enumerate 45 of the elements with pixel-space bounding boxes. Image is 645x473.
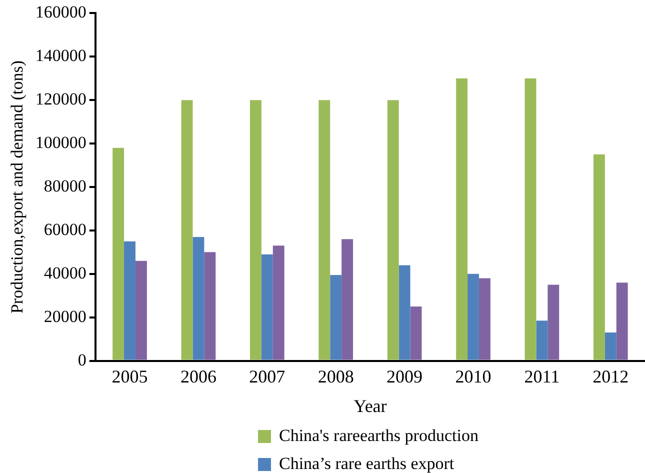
bar — [272, 246, 284, 360]
y-tick-label: 20000 — [44, 306, 86, 326]
bar — [330, 274, 342, 360]
y-tick-label: 100000 — [35, 133, 86, 152]
x-tick-label: 2005 — [112, 366, 148, 386]
bar — [135, 260, 147, 360]
y-tick-label: 80000 — [44, 176, 86, 196]
bar — [124, 241, 136, 360]
x-tick-label: 2012 — [592, 366, 629, 386]
bar — [410, 306, 422, 360]
x-axis-title: Year — [354, 396, 387, 416]
bar — [593, 154, 605, 360]
x-tick-label: 2006 — [180, 366, 216, 386]
bar — [342, 239, 354, 360]
y-axis-title: Production,export and demand (tons) — [8, 60, 27, 314]
bar — [250, 100, 262, 360]
y-tick-label: 0 — [78, 350, 86, 370]
bar — [261, 254, 273, 360]
x-tick-label: 2008 — [318, 366, 354, 386]
bar — [616, 282, 628, 360]
y-tick-label: 40000 — [44, 263, 86, 282]
bar — [604, 332, 616, 360]
bar — [318, 100, 330, 360]
legend-label: China's rareearths production — [279, 426, 478, 446]
bar — [398, 265, 410, 360]
x-tick-label: 2009 — [386, 366, 423, 386]
x-tick-label: 2011 — [524, 366, 560, 386]
y-tick-label: 140000 — [35, 46, 86, 66]
bar — [548, 284, 560, 360]
x-tick-label: 2010 — [455, 366, 492, 386]
bar — [192, 236, 204, 360]
bar — [456, 78, 468, 360]
bar — [387, 100, 399, 360]
y-tick-label: 120000 — [35, 90, 86, 109]
x-tick-label: 2007 — [249, 366, 286, 386]
legend-label: China’s rare earths export — [279, 454, 454, 473]
bar — [181, 100, 193, 360]
bar — [536, 320, 548, 360]
bar — [204, 252, 216, 360]
y-tick-label: 160000 — [35, 2, 86, 22]
y-tick-label: 60000 — [44, 220, 86, 239]
bar — [478, 278, 490, 360]
bar — [468, 274, 479, 360]
bar — [112, 148, 124, 360]
bar — [524, 78, 536, 360]
